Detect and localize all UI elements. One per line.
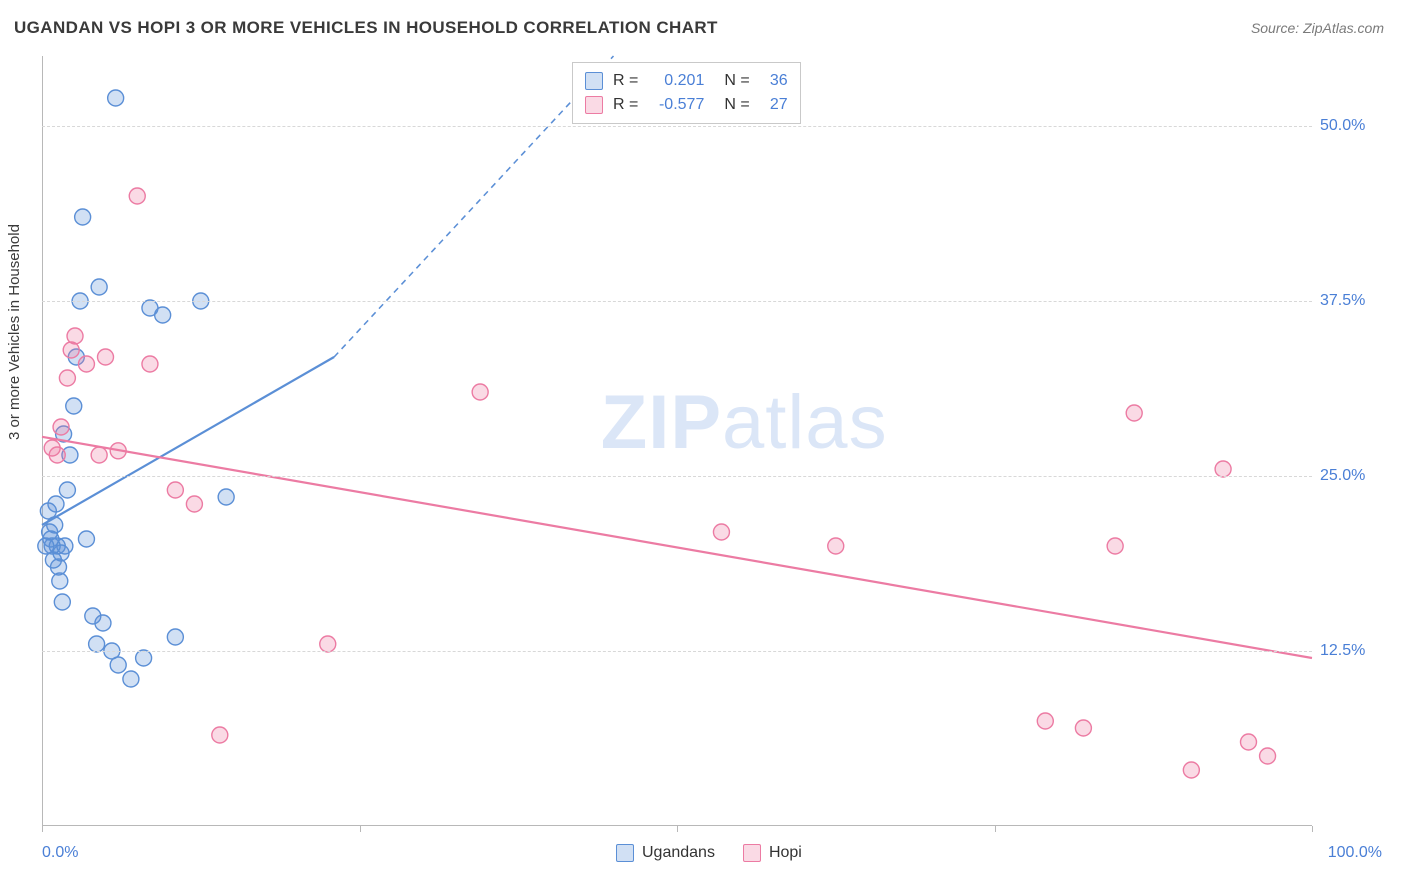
y-tick-label: 25.0% — [1320, 467, 1390, 485]
data-point — [1126, 405, 1142, 421]
data-point — [48, 496, 64, 512]
x-tick-mark — [42, 826, 43, 832]
data-point — [47, 517, 63, 533]
data-point — [54, 594, 70, 610]
gridline — [42, 126, 1312, 127]
data-point — [167, 629, 183, 645]
data-point — [98, 349, 114, 365]
x-tick-mark — [677, 826, 678, 832]
data-point — [320, 636, 336, 652]
data-point — [108, 90, 124, 106]
x-axis-max-label: 100.0% — [1328, 844, 1382, 862]
n-value: 27 — [760, 93, 788, 117]
data-point — [91, 447, 107, 463]
data-point — [53, 419, 69, 435]
n-label: N = — [724, 93, 749, 117]
data-point — [1075, 720, 1091, 736]
x-tick-mark — [995, 826, 996, 832]
data-point — [472, 384, 488, 400]
data-point — [136, 650, 152, 666]
series-swatch — [585, 72, 603, 90]
data-point — [89, 636, 105, 652]
data-point — [212, 727, 228, 743]
stats-row: R = 0.201 N = 36 — [585, 69, 788, 93]
data-point — [1037, 713, 1053, 729]
data-point — [1215, 461, 1231, 477]
series-legend: Ugandans Hopi — [616, 844, 802, 862]
correlation-stats-box: R = 0.201 N = 36 R = -0.577 N = 27 — [572, 62, 801, 124]
n-label: N = — [724, 69, 749, 93]
data-point — [129, 188, 145, 204]
gridline — [42, 476, 1312, 477]
data-point — [1260, 748, 1276, 764]
gridline — [42, 651, 1312, 652]
y-tick-label: 37.5% — [1320, 292, 1390, 310]
x-axis-min-label: 0.0% — [42, 844, 78, 862]
chart-title: UGANDAN VS HOPI 3 OR MORE VEHICLES IN HO… — [14, 18, 718, 38]
plot-area: ZIPatlas 0.0% 100.0% R =0.201N =36R =-0.… — [42, 56, 1312, 826]
data-point — [95, 615, 111, 631]
legend-swatch — [743, 844, 761, 862]
data-point — [142, 356, 158, 372]
r-value: 0.201 — [648, 69, 704, 93]
data-point — [75, 209, 91, 225]
data-point — [1241, 734, 1257, 750]
data-point — [52, 573, 68, 589]
data-point — [167, 482, 183, 498]
series-swatch — [585, 96, 603, 114]
data-point — [123, 671, 139, 687]
data-point — [110, 657, 126, 673]
data-point — [57, 538, 73, 554]
data-point — [218, 489, 234, 505]
data-point — [66, 398, 82, 414]
data-point — [155, 307, 171, 323]
r-label: R = — [613, 69, 638, 93]
data-point — [59, 370, 75, 386]
x-tick-mark — [360, 826, 361, 832]
x-tick-mark — [1312, 826, 1313, 832]
legend-item: Ugandans — [616, 844, 715, 862]
stats-row: R = -0.577 N = 27 — [585, 93, 788, 117]
legend-label: Hopi — [769, 844, 802, 862]
data-point — [49, 447, 65, 463]
plot-svg — [42, 56, 1312, 826]
data-point — [186, 496, 202, 512]
data-point — [67, 328, 83, 344]
data-point — [91, 279, 107, 295]
y-tick-label: 50.0% — [1320, 117, 1390, 135]
data-point — [78, 356, 94, 372]
n-value: 36 — [760, 69, 788, 93]
data-point — [78, 531, 94, 547]
legend-item: Hopi — [743, 844, 802, 862]
data-point — [1183, 762, 1199, 778]
data-point — [1107, 538, 1123, 554]
data-point — [59, 482, 75, 498]
data-point — [828, 538, 844, 554]
r-label: R = — [613, 93, 638, 117]
r-value: -0.577 — [648, 93, 704, 117]
legend-swatch — [616, 844, 634, 862]
data-point — [713, 524, 729, 540]
source-attribution: Source: ZipAtlas.com — [1251, 20, 1384, 36]
legend-label: Ugandans — [642, 844, 715, 862]
gridline — [42, 301, 1312, 302]
y-axis-label: 3 or more Vehicles in Household — [6, 224, 23, 440]
y-tick-label: 12.5% — [1320, 642, 1390, 660]
